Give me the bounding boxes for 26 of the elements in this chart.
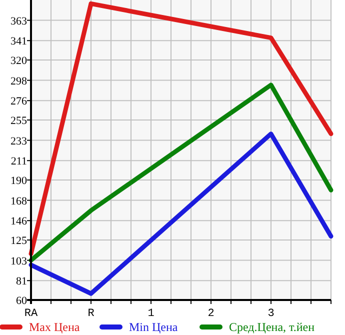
legend-label: Max Цена	[29, 320, 80, 334]
y-tick-label: 363	[10, 15, 28, 28]
y-tick-label: 60	[16, 295, 28, 307]
line-series	[28, 1, 334, 256]
y-tick-label: 168	[10, 195, 28, 208]
y-tick-label: 211	[10, 156, 27, 168]
y-tick-label: 146	[10, 216, 28, 228]
y-tick-label: 190	[10, 175, 28, 187]
x-tick-label: R	[88, 308, 95, 320]
y-tick-label: 298	[10, 75, 28, 88]
y-tick-label: 276	[10, 96, 28, 108]
line-series	[28, 82, 334, 263]
x-tick-label: 3	[268, 308, 274, 320]
y-tick-label: 125	[10, 235, 28, 247]
x-tick-label: RA	[24, 308, 38, 320]
legend-label: Сред.Цена, т.йен	[229, 320, 316, 334]
y-tick-label: 103	[10, 255, 28, 268]
y-tick-label: 233	[10, 135, 28, 148]
y-tick-label: 81	[16, 276, 27, 288]
x-tick-label: 1	[148, 308, 155, 320]
y-tick-label: 255	[10, 115, 28, 127]
y-tick-label: 341	[10, 36, 27, 48]
x-tick-label: 2	[208, 308, 214, 320]
legend-label: Min Цена	[129, 320, 178, 334]
y-tick-label: 320	[10, 55, 28, 67]
line-series	[28, 132, 334, 296]
